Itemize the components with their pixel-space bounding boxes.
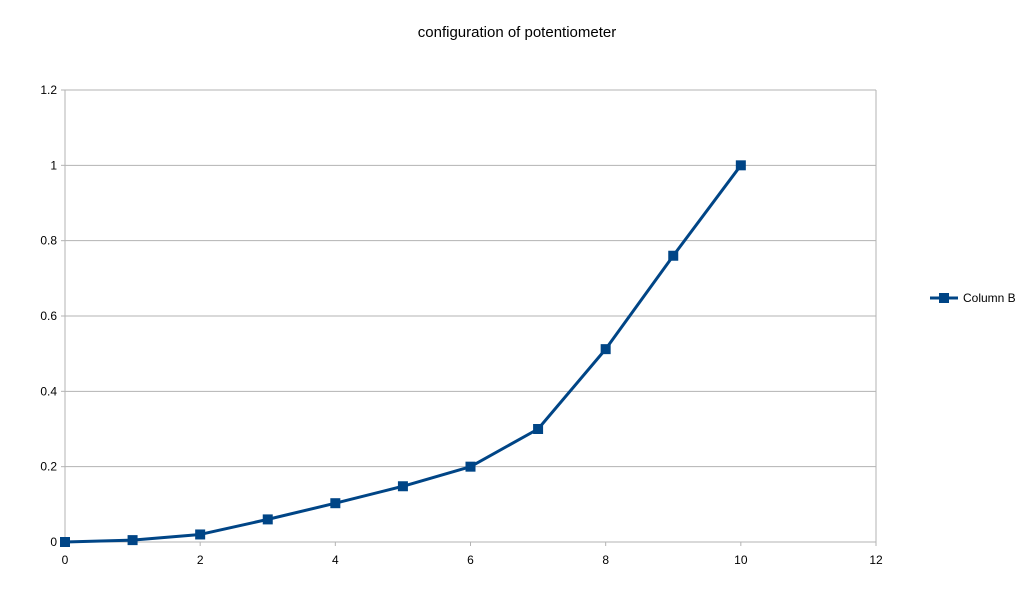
series-group bbox=[60, 160, 746, 547]
data-point bbox=[127, 535, 138, 546]
data-point bbox=[533, 424, 544, 434]
x-tick-label: 8 bbox=[602, 553, 609, 567]
legend-marker bbox=[939, 293, 949, 303]
x-tick-label: 6 bbox=[467, 553, 474, 567]
legend-label: Column B bbox=[963, 291, 1016, 305]
grid bbox=[65, 89, 876, 543]
y-tick-label: 0.6 bbox=[40, 309, 57, 323]
data-point bbox=[397, 481, 408, 492]
data-point bbox=[668, 250, 679, 261]
y-tick-label: 0.2 bbox=[40, 460, 57, 474]
data-point bbox=[60, 537, 70, 547]
y-tick-label: 1 bbox=[50, 158, 57, 172]
y-tick-label: 0 bbox=[50, 535, 57, 549]
x-tick-label: 12 bbox=[869, 553, 883, 567]
data-point bbox=[262, 514, 273, 525]
legend: Column B bbox=[930, 291, 1016, 305]
y-tick-label: 1.2 bbox=[40, 83, 57, 97]
data-point bbox=[735, 160, 746, 171]
axes bbox=[61, 89, 877, 546]
x-tick-label: 10 bbox=[734, 553, 748, 567]
data-point bbox=[465, 461, 476, 472]
y-tick-labels: 0 0.2 0.4 0.6 0.8 1 1.2 bbox=[40, 83, 57, 549]
x-tick-labels: 0 2 4 6 8 10 12 bbox=[62, 553, 883, 567]
y-tick-label: 0.8 bbox=[40, 234, 57, 248]
data-point bbox=[330, 498, 341, 509]
y-tick-label: 0.4 bbox=[40, 384, 57, 398]
x-tick-label: 2 bbox=[197, 553, 204, 567]
x-tick-label: 0 bbox=[62, 553, 69, 567]
chart-title: configuration of potentiometer bbox=[418, 24, 616, 41]
data-point bbox=[600, 344, 611, 355]
x-tick-label: 4 bbox=[332, 553, 339, 567]
data-point bbox=[195, 529, 206, 540]
